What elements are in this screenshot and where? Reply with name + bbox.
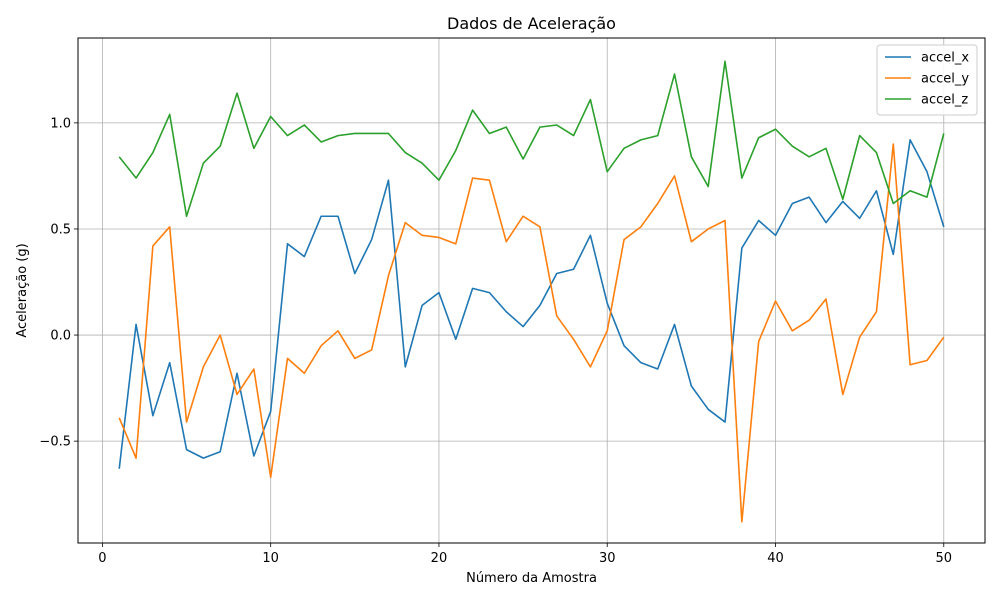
legend-label-accel_z: accel_z	[921, 93, 968, 108]
y-tick-label: −0.5	[39, 435, 71, 450]
legend-label-accel_x: accel_x	[921, 51, 969, 66]
y-tick-label: 1.0	[50, 116, 71, 131]
series-line-accel_x	[118, 139, 945, 469]
chart-title: Dados de Aceleração	[447, 14, 616, 33]
plot-area-frame	[77, 37, 986, 544]
grid-lines	[78, 38, 985, 543]
series-line-accel_z	[118, 60, 945, 218]
series-lines	[118, 60, 945, 523]
y-tick-label: 0.5	[50, 222, 71, 237]
x-tick-label: 30	[599, 551, 616, 566]
x-axis-title: Número da Amostra	[466, 571, 597, 586]
x-tick-label: 0	[98, 551, 106, 566]
legend: accel_x accel_y accel_z	[876, 44, 978, 116]
x-tick-label: 40	[767, 551, 784, 566]
x-tick-label: 10	[262, 551, 279, 566]
legend-box	[876, 44, 978, 116]
y-tick-label: 0.0	[50, 329, 71, 344]
y-axis-title: Aceleração (g)	[15, 243, 30, 337]
legend-label-accel_y: accel_y	[921, 72, 969, 87]
axis-ticks: 0 10 20 30 40 50 −0.5 0.0 0.5 1.0	[39, 116, 952, 566]
x-tick-label: 20	[431, 551, 448, 566]
x-tick-label: 50	[935, 551, 952, 566]
series-line-accel_y	[118, 143, 945, 523]
